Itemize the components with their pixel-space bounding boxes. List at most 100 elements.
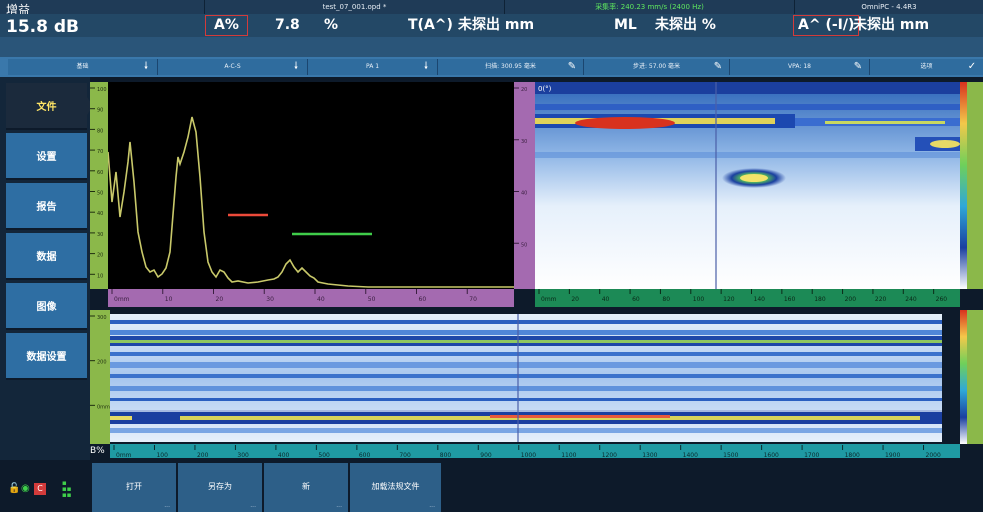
ruler-tick-label: 20	[571, 296, 579, 303]
pencil-icon: ✎	[567, 61, 577, 72]
new-button[interactable]: 新	[264, 463, 349, 512]
sidebar-item-data-settings[interactable]: 数据设置	[6, 333, 87, 380]
ruler-tick-label: 200	[97, 360, 107, 366]
ruler-tick-label: 10	[165, 296, 173, 303]
battery-icon: ▪ ▪▪ ▪▪	[62, 479, 72, 499]
ruler-tick-label: 0mm	[116, 452, 132, 459]
header-top-row: test_07_001.opd * 采集率: 240.23 mm/s (2400…	[0, 0, 983, 14]
ruler-tick-label: 120	[723, 296, 735, 303]
ruler-tick-label: 10	[97, 273, 103, 279]
ruler-tick-label: 900	[480, 452, 492, 459]
sidebar-item-report[interactable]: 报告	[6, 183, 87, 230]
sidebar-item-settings[interactable]: 设置	[6, 133, 87, 180]
param-acs[interactable]: A-C-S 🠗	[158, 59, 308, 75]
ruler-tick-label: 300	[97, 315, 107, 321]
ruler-tick-label: 1500	[723, 452, 738, 459]
gain-title: 增益	[6, 3, 31, 17]
ruler-tick-label: 600	[359, 452, 371, 459]
param-base[interactable]: 基础 🠗	[8, 59, 158, 75]
gain-value[interactable]: 15.8 dB	[6, 17, 79, 37]
ruler-tick-label: 240	[905, 296, 917, 303]
status-icons: 🔓 ◉ C ▪ ▪▪ ▪▪	[8, 479, 78, 499]
check-icon: ✓	[967, 61, 977, 72]
ruler-tick-label: 60	[632, 296, 640, 303]
cscan-palette-ruler	[967, 82, 983, 289]
sidebar-item-file[interactable]: 文件	[6, 83, 93, 130]
bscan-scan-ruler[interactable]: 0mm 100 200 300 400 500 600 700 800 900 1000 1100 12…	[110, 444, 960, 459]
bscan-depth-ruler[interactable]: 300 200 0mm	[90, 310, 110, 444]
save-as-button[interactable]: 另存为	[178, 463, 263, 512]
ruler-tick-label: 0mm	[541, 296, 557, 303]
ruler-tick-label: 30	[521, 139, 527, 145]
header-spacer	[0, 37, 983, 57]
param-pa-label: PA 1	[365, 63, 380, 70]
ruler-tick-label: 40	[97, 211, 103, 217]
ruler-tick-label: 1600	[764, 452, 779, 459]
param-scan[interactable]: 扫描: 300.95 毫米 ✎	[438, 59, 584, 75]
ruler-tick-label: 0mm	[97, 404, 110, 410]
globe-icon: ◉	[21, 483, 30, 494]
ruler-tick-label: 50	[97, 191, 103, 197]
acq-rate: 采集率: 240.23 mm/s (2400 Hz)	[505, 0, 795, 14]
ruler-tick-label: 30	[97, 232, 103, 238]
ruler-tick-label: 70	[97, 149, 103, 155]
ruler-tick-label: 40	[521, 191, 527, 197]
param-vpa-label: VPA: 18	[788, 63, 811, 70]
app-name: OmniPC - 4.4R3	[861, 3, 917, 11]
param-scan-label: 扫描: 300.95 毫米	[485, 63, 536, 70]
bscan-label: B%	[90, 444, 110, 458]
c-badge-icon: C	[34, 483, 46, 495]
cscan-view[interactable]: 0(°)	[535, 82, 960, 289]
ruler-tick-label: 20	[216, 296, 224, 303]
ruler-tick-label: 70	[469, 296, 477, 303]
param-options[interactable]: 选项 ✓	[870, 59, 983, 75]
ruler-tick-label: 30	[266, 296, 274, 303]
open-button[interactable]: 打开	[92, 463, 177, 512]
ascan-amplitude-ruler[interactable]: 100 90 80 70 60 50 40 30 20 10	[90, 82, 108, 289]
cscan-color-palette[interactable]	[960, 82, 967, 289]
ascan-view[interactable]	[107, 82, 514, 289]
t-label[interactable]: T(A^)	[408, 17, 453, 33]
cscan-depth-ruler[interactable]: 20 30 40 50	[514, 82, 535, 289]
a-i-label[interactable]: A^ (-I/)	[793, 15, 860, 36]
ruler-tick-label: 800	[440, 452, 452, 459]
ruler-tick-label: 80	[662, 296, 670, 303]
param-step[interactable]: 步进: 57.00 毫米 ✎	[584, 59, 730, 75]
ruler-tick-label: 1900	[885, 452, 900, 459]
ruler-tick-label: 1800	[845, 452, 860, 459]
ruler-tick-label: 200	[197, 452, 209, 459]
ruler-tick-label: 200	[845, 296, 857, 303]
param-vpa[interactable]: VPA: 18 ✎	[730, 59, 870, 75]
ruler-tick-label: 1700	[804, 452, 819, 459]
pencil-icon: ✎	[713, 61, 723, 72]
bscan-color-palette[interactable]	[960, 310, 967, 444]
cscan-scan-ruler[interactable]: 0mm 20 40 60 80 100 120 140 160 180 200 220 240 260	[535, 289, 960, 307]
ruler-tick-label: 100	[156, 452, 168, 459]
down-arrow-icon: 🠗	[293, 61, 299, 72]
sidebar-item-image[interactable]: 图像	[6, 283, 87, 330]
sidebar-item-data[interactable]: 数据	[6, 233, 87, 280]
ruler-tick-label: 20	[521, 87, 527, 93]
bscan-view[interactable]	[110, 314, 942, 442]
down-arrow-icon: 🠗	[143, 61, 149, 72]
ruler-tick-label: 1300	[642, 452, 657, 459]
ascan-sound-path-ruler[interactable]: 0mm 10 20 30 40 50 60 70	[108, 289, 514, 307]
ruler-tick-label: 20	[97, 253, 103, 259]
header-measure-row: 15.8 dB A% 7.8 % T(A^) 未探出 mm ML 未探出 % A…	[0, 14, 983, 37]
param-step-label: 步进: 57.00 毫米	[632, 63, 680, 70]
ruler-tick-label: 0mm	[114, 296, 130, 303]
ruler-tick-label: 60	[419, 296, 427, 303]
a-pct-unit: %	[324, 17, 339, 33]
ruler-tick-label: 300	[237, 452, 249, 459]
param-pa[interactable]: PA 1 🠗	[308, 59, 438, 75]
a-pct-label[interactable]: A%	[205, 15, 248, 36]
ruler-tick-label: 40	[317, 296, 325, 303]
ruler-tick-label: 140	[754, 296, 766, 303]
load-code-file-button[interactable]: 加载法规文件	[350, 463, 442, 512]
lock-icon: 🔓	[8, 483, 21, 494]
a-pct-value: 7.8	[275, 17, 300, 33]
a-i-value: 未探出 mm	[853, 17, 930, 33]
ml-label[interactable]: ML	[614, 17, 637, 33]
header-gain-cell	[0, 0, 205, 14]
